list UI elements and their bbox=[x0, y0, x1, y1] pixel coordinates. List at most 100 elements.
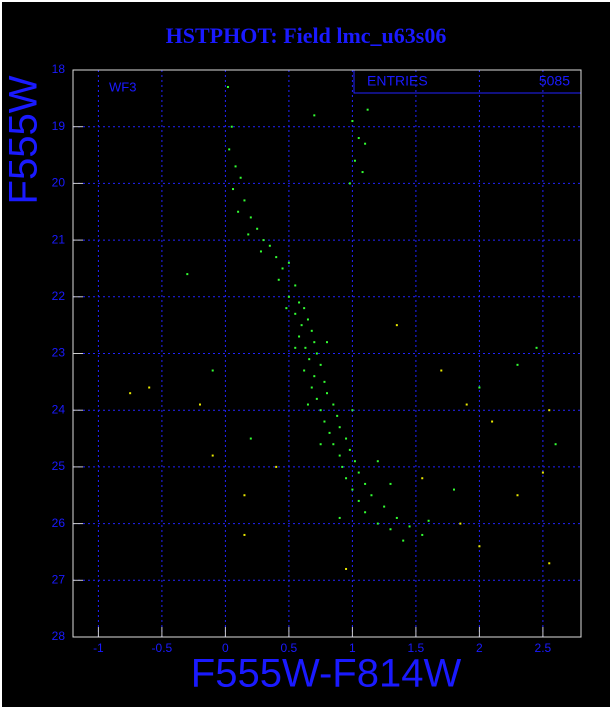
x-tick-label: 1.5 bbox=[408, 641, 425, 655]
point bbox=[348, 182, 351, 185]
point bbox=[262, 239, 265, 242]
x-tick-label: 1 bbox=[349, 641, 356, 655]
point bbox=[323, 380, 326, 383]
point bbox=[243, 494, 246, 497]
point bbox=[243, 533, 246, 536]
point bbox=[129, 392, 132, 395]
point bbox=[383, 505, 386, 508]
annotation: WF3 bbox=[109, 79, 136, 94]
point bbox=[332, 443, 335, 446]
point bbox=[376, 460, 379, 463]
point bbox=[345, 437, 348, 440]
y-tick-label: 23 bbox=[52, 346, 66, 360]
point bbox=[345, 477, 348, 480]
point bbox=[421, 477, 424, 480]
point bbox=[294, 312, 297, 315]
y-tick-label: 24 bbox=[52, 402, 66, 416]
point bbox=[243, 199, 246, 202]
point bbox=[304, 346, 307, 349]
point bbox=[148, 386, 151, 389]
point bbox=[535, 346, 538, 349]
point bbox=[338, 426, 341, 429]
point bbox=[308, 358, 311, 361]
point bbox=[237, 210, 240, 213]
point bbox=[332, 403, 335, 406]
point bbox=[326, 341, 328, 344]
plot-frame bbox=[72, 69, 582, 638]
point bbox=[313, 341, 316, 344]
point bbox=[303, 369, 306, 372]
point bbox=[268, 244, 271, 247]
point bbox=[319, 363, 322, 366]
point bbox=[554, 443, 557, 446]
point bbox=[364, 142, 367, 145]
point bbox=[516, 363, 519, 366]
point bbox=[306, 403, 309, 406]
point bbox=[376, 522, 379, 525]
y-tick-label: 20 bbox=[52, 176, 66, 190]
point bbox=[516, 494, 519, 497]
point bbox=[298, 301, 301, 304]
point bbox=[199, 403, 201, 406]
x-tick-label: -0.5 bbox=[152, 641, 173, 655]
point bbox=[294, 346, 297, 349]
point bbox=[389, 528, 392, 531]
y-axis-title: F555W bbox=[2, 75, 46, 204]
point bbox=[336, 414, 339, 417]
point bbox=[357, 499, 360, 502]
x-axis-title: F555W-F814W bbox=[191, 652, 462, 696]
point bbox=[402, 539, 405, 542]
x-tick-label: 2.5 bbox=[535, 641, 552, 655]
point bbox=[277, 278, 280, 281]
point bbox=[353, 159, 356, 162]
point bbox=[351, 409, 354, 412]
chart-title: HSTPHOT: Field lmc_u63s06 bbox=[166, 23, 447, 48]
x-tick-label: -1 bbox=[93, 641, 104, 655]
point bbox=[408, 525, 411, 528]
x-tick-label: 0.5 bbox=[281, 641, 298, 655]
point bbox=[465, 403, 468, 406]
point bbox=[303, 307, 306, 310]
point bbox=[249, 437, 252, 440]
point bbox=[319, 443, 322, 446]
point bbox=[300, 324, 303, 327]
point bbox=[298, 335, 301, 338]
point bbox=[226, 86, 229, 89]
point bbox=[453, 488, 455, 491]
point bbox=[491, 420, 494, 423]
point bbox=[313, 375, 316, 378]
point bbox=[323, 420, 326, 423]
point bbox=[548, 562, 551, 565]
point bbox=[338, 454, 341, 457]
point bbox=[338, 516, 341, 519]
x-tick-label: 2 bbox=[476, 641, 483, 655]
point bbox=[440, 369, 443, 372]
point bbox=[361, 171, 364, 174]
y-tick-label: 21 bbox=[52, 232, 66, 246]
point bbox=[366, 108, 369, 111]
point bbox=[319, 409, 322, 412]
point bbox=[287, 261, 290, 264]
point bbox=[345, 567, 348, 570]
point bbox=[275, 256, 278, 259]
point bbox=[310, 386, 313, 389]
point bbox=[186, 273, 189, 276]
point bbox=[306, 318, 309, 321]
point bbox=[541, 471, 544, 474]
point bbox=[357, 137, 360, 140]
point bbox=[548, 409, 551, 412]
point bbox=[326, 392, 328, 395]
point bbox=[228, 148, 231, 151]
point bbox=[389, 482, 392, 485]
y-tick-label: 22 bbox=[52, 289, 66, 303]
point bbox=[478, 386, 481, 389]
point bbox=[313, 114, 316, 117]
point bbox=[281, 267, 284, 270]
point bbox=[285, 307, 288, 310]
y-tick-label: 28 bbox=[52, 629, 66, 643]
point bbox=[353, 460, 356, 463]
point bbox=[370, 494, 373, 497]
point bbox=[395, 516, 398, 519]
point bbox=[211, 369, 214, 372]
